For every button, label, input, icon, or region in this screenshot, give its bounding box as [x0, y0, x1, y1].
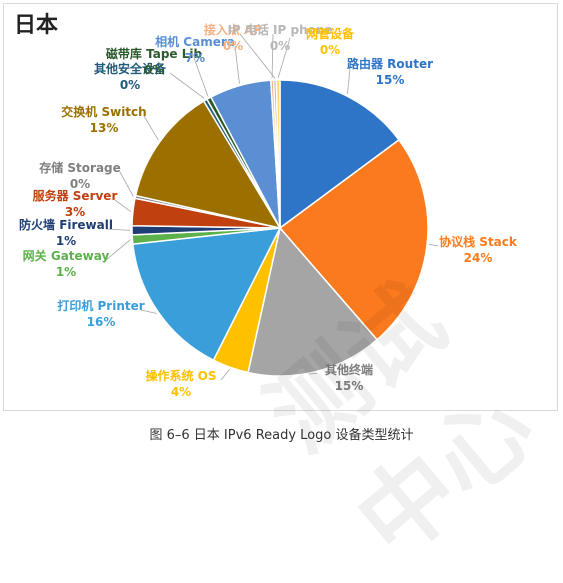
slice-percent-label: 15% [335, 379, 364, 393]
slice-label: 相机 Camera [155, 34, 235, 49]
chart-title: 日本 [14, 13, 59, 38]
figure-caption: 图 6–6 日本 IPv6 Ready Logo 设备类型统计 [149, 428, 414, 443]
pie-slice [132, 227, 282, 362]
slice-label: 存储 Storage [38, 160, 121, 175]
pie-chart: 路由器 Router 15% 协议栈 Stack 24% 其他终端 15% 操作系统 OS 4… [19, 22, 518, 399]
slice-percent-label: 15% [376, 73, 405, 87]
leader-line [234, 45, 240, 84]
slice-percent-label: 0% [223, 39, 243, 53]
slice-percent-label: 4% [171, 385, 191, 399]
slice-percent-label: 24% [464, 251, 493, 265]
slice-percent-label: 0% [144, 63, 164, 77]
slice-label: 操作系统 OS [145, 368, 216, 383]
slice-percent-label: 7% [185, 51, 205, 65]
slice-label: 其他安全设备 [94, 61, 167, 76]
leader-line [429, 243, 439, 247]
pie-slice [275, 79, 281, 229]
slice-percent-label: 13% [90, 121, 119, 135]
slice-label: 协议栈 Stack [439, 234, 518, 249]
slice-label: 打印机 Printer [57, 298, 144, 313]
leader-line [220, 369, 230, 381]
slice-label: IP 电话 IP phone [227, 22, 332, 37]
leader-line [114, 199, 132, 213]
slice-label: 接入点 AP [204, 22, 262, 37]
leader-line [193, 57, 209, 97]
slice-percent-label: 0% [70, 177, 90, 191]
slice-label: 服务器 Server [33, 188, 118, 203]
slice-label: 网管设备 [306, 26, 355, 41]
slice-label: 交换机 Switch [61, 104, 146, 119]
slice-percent-label: 0% [270, 39, 290, 53]
leader-line [105, 228, 131, 231]
leader-line [169, 72, 205, 99]
leader-line [119, 171, 134, 197]
leader-line [271, 33, 274, 79]
slice-percent-label: 0% [320, 43, 340, 57]
pie-slice [134, 100, 282, 230]
leader-line [239, 33, 276, 79]
leader-line [308, 372, 317, 375]
pie-slice [247, 226, 379, 377]
slice-percent-label: 1% [56, 234, 76, 248]
slice-label: 网关 Gateway [23, 248, 110, 263]
leader-line [277, 37, 291, 79]
slice-percent-label: 16% [87, 315, 116, 329]
slice-label: 磁带库 Tape Lib [105, 46, 203, 61]
leader-line [347, 67, 351, 95]
slice-label: 其他终端 [325, 362, 373, 377]
leader-line [140, 309, 157, 314]
slice-label: 防火墙 Firewall [19, 217, 113, 232]
slice-percent-label: 3% [65, 205, 85, 219]
slice-percent-label: 0% [120, 78, 140, 92]
slice-percent-label: 1% [56, 265, 76, 279]
leader-line [105, 239, 131, 261]
pie-slice [278, 138, 429, 341]
slice-label: 路由器 Router [347, 56, 433, 71]
pie-slice [279, 79, 400, 230]
leader-line [143, 115, 159, 141]
